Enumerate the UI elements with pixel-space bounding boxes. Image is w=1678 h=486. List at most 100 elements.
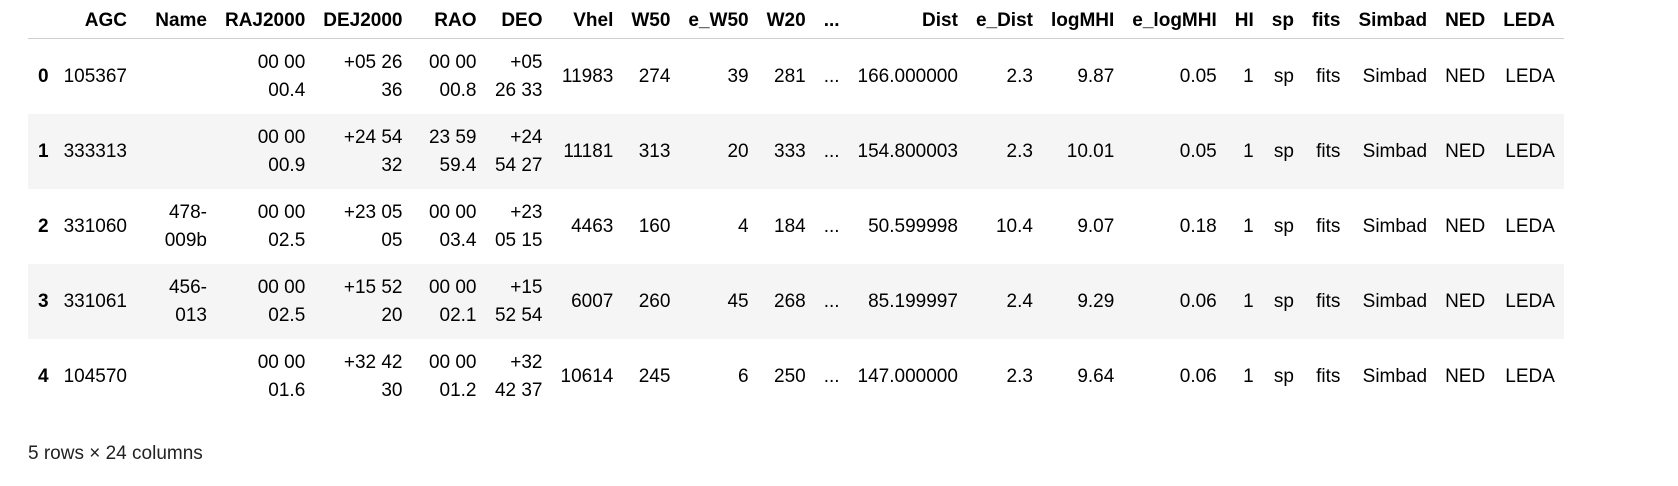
col-header-dej2000: DEJ2000 [314,4,412,39]
cell-w20: 333 [757,114,815,189]
cell-leda: LEDA [1494,264,1564,339]
col-header-deo: DEO [485,4,552,39]
cell-hi: 1 [1225,114,1263,189]
table-row: 0 105367 00 00 00.4 +05 26 36 00 00 00.8… [28,38,1564,114]
cell-agc: 333313 [54,114,136,189]
cell-raj2000: 00 00 00.9 [215,114,315,189]
col-header-raj2000: RAJ2000 [215,4,315,39]
cell-ellipsis: ... [814,38,849,114]
table-row: 2 331060 478-009b 00 00 02.5 +23 05 05 0… [28,189,1564,264]
cell-w20: 250 [757,339,815,414]
cell-sp: sp [1262,114,1303,189]
col-header-sp: sp [1262,4,1303,39]
table-row: 4 104570 00 00 01.6 +32 42 30 00 00 01.2… [28,339,1564,414]
cell-e-dist: 2.3 [966,114,1042,189]
cell-hi: 1 [1225,339,1263,414]
dataframe-table: AGC Name RAJ2000 DEJ2000 RAO DEO Vhel W5… [28,4,1564,414]
cell-name [135,38,216,114]
cell-logmhi: 9.87 [1041,38,1124,114]
col-header-agc: AGC [54,4,136,39]
row-index: 1 [28,114,55,189]
cell-e-w50: 20 [679,114,758,189]
cell-vhel: 4463 [551,189,623,264]
cell-hi: 1 [1225,264,1263,339]
cell-e-logmhi: 0.18 [1123,189,1226,264]
cell-ned: NED [1436,114,1495,189]
cell-ned: NED [1436,38,1495,114]
table-row: 3 331061 456-013 00 00 02.5 +15 52 20 00… [28,264,1564,339]
cell-logmhi: 9.64 [1041,339,1124,414]
cell-vhel: 11181 [551,114,623,189]
cell-ned: NED [1436,339,1495,414]
col-header-e-dist: e_Dist [966,4,1042,39]
cell-hi: 1 [1225,189,1263,264]
cell-deo: +32 42 37 [485,339,552,414]
cell-rao: 00 00 02.1 [411,264,486,339]
cell-raj2000: 00 00 02.5 [215,264,315,339]
cell-dist: 154.800003 [848,114,967,189]
col-header-name: Name [135,4,216,39]
cell-deo: +23 05 15 [485,189,552,264]
cell-logmhi: 9.07 [1041,189,1124,264]
table-row: 1 333313 00 00 00.9 +24 54 32 23 59 59.4… [28,114,1564,189]
cell-fits: fits [1302,339,1350,414]
cell-w50: 260 [622,264,680,339]
cell-ellipsis: ... [814,264,849,339]
cell-ellipsis: ... [814,114,849,189]
cell-logmhi: 10.01 [1041,114,1124,189]
cell-dist: 50.599998 [848,189,967,264]
col-header-ellipsis: ... [814,4,849,39]
cell-simbad: Simbad [1349,339,1437,414]
cell-hi: 1 [1225,38,1263,114]
cell-logmhi: 9.29 [1041,264,1124,339]
col-header-e-w50: e_W50 [679,4,758,39]
col-header-dist: Dist [848,4,967,39]
col-header-rao: RAO [411,4,486,39]
cell-deo: +24 54 27 [485,114,552,189]
cell-leda: LEDA [1494,189,1564,264]
cell-vhel: 10614 [551,339,623,414]
header-row: AGC Name RAJ2000 DEJ2000 RAO DEO Vhel W5… [28,4,1564,39]
cell-e-w50: 4 [679,189,758,264]
index-header [28,4,55,39]
cell-fits: fits [1302,114,1350,189]
cell-ned: NED [1436,264,1495,339]
cell-agc: 331060 [54,189,136,264]
row-index: 0 [28,38,55,114]
cell-raj2000: 00 00 00.4 [215,38,315,114]
cell-fits: fits [1302,38,1350,114]
col-header-simbad: Simbad [1349,4,1437,39]
col-header-logmhi: logMHI [1041,4,1124,39]
cell-sp: sp [1262,189,1303,264]
cell-e-w50: 45 [679,264,758,339]
cell-w20: 268 [757,264,815,339]
cell-e-dist: 2.4 [966,264,1042,339]
cell-rao: 23 59 59.4 [411,114,486,189]
cell-dej2000: +23 05 05 [314,189,412,264]
cell-raj2000: 00 00 02.5 [215,189,315,264]
cell-w50: 313 [622,114,680,189]
cell-name [135,114,216,189]
col-header-w20: W20 [757,4,815,39]
cell-e-logmhi: 0.06 [1123,339,1226,414]
cell-e-logmhi: 0.05 [1123,38,1226,114]
cell-w50: 245 [622,339,680,414]
cell-deo: +05 26 33 [485,38,552,114]
cell-simbad: Simbad [1349,38,1437,114]
cell-leda: LEDA [1494,114,1564,189]
cell-ellipsis: ... [814,339,849,414]
cell-e-w50: 39 [679,38,758,114]
cell-w50: 160 [622,189,680,264]
cell-name [135,339,216,414]
cell-simbad: Simbad [1349,264,1437,339]
cell-dist: 166.000000 [848,38,967,114]
cell-dej2000: +32 42 30 [314,339,412,414]
cell-rao: 00 00 03.4 [411,189,486,264]
cell-raj2000: 00 00 01.6 [215,339,315,414]
table-shape-summary: 5 rows × 24 columns [28,443,203,464]
cell-e-dist: 2.3 [966,339,1042,414]
cell-e-logmhi: 0.06 [1123,264,1226,339]
col-header-e-logmhi: e_logMHI [1123,4,1226,39]
cell-sp: sp [1262,38,1303,114]
